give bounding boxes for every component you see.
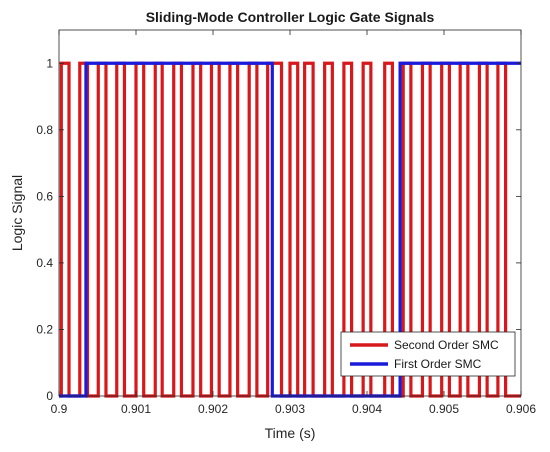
legend-box <box>340 331 516 377</box>
y-axis: 0 0.2 0.4 0.6 0.8 1 <box>36 56 521 403</box>
y-tick-label: 1 <box>46 56 53 70</box>
x-axis-label: Time (s) <box>265 425 316 441</box>
y-axis-label: Logic Signal <box>9 175 25 251</box>
chart-title: Sliding-Mode Controller Logic Gate Signa… <box>146 9 435 25</box>
x-tick-label: 0.901 <box>121 402 151 416</box>
legend: Second Order SMC First Order SMC <box>340 331 516 377</box>
y-tick-label: 0.6 <box>36 189 53 203</box>
y-tick-label: 0.4 <box>36 256 53 270</box>
x-axis: 0.9 0.901 0.902 0.903 0.904 0.905 0.906 <box>51 30 536 416</box>
y-tick-label: 0.8 <box>36 123 53 137</box>
x-tick-label: 0.903 <box>275 402 305 416</box>
legend-label-second-order: Second Order SMC <box>394 338 499 352</box>
x-tick-label: 0.902 <box>198 402 228 416</box>
x-tick-label: 0.906 <box>506 402 536 416</box>
x-tick-label: 0.904 <box>352 402 382 416</box>
plot-frame <box>58 29 522 397</box>
x-tick-label: 0.9 <box>51 402 68 416</box>
series-line-first-order-smc <box>59 61 521 398</box>
y-tick-label: 0.2 <box>36 322 53 336</box>
y-tick-label: 0 <box>46 389 53 403</box>
x-tick-label: 0.905 <box>429 402 459 416</box>
legend-label-first-order: First Order SMC <box>394 357 482 371</box>
